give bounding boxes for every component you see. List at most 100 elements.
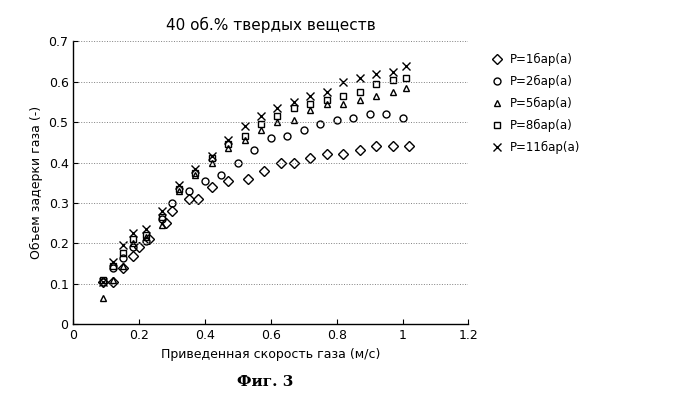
P=8бар(а) — [339, 94, 347, 98]
P=2бар(а) — [99, 279, 107, 284]
P=2бар(а) — [168, 200, 176, 205]
P=1бар(а) — [145, 237, 153, 242]
P=8бар(а) — [273, 114, 282, 118]
P=11бар(а) — [240, 124, 249, 129]
Line: P=2бар(а): P=2бар(а) — [99, 110, 406, 285]
P=5бар(а) — [389, 90, 397, 94]
P=1бар(а) — [119, 265, 127, 270]
P=1бар(а) — [161, 221, 170, 226]
P=8бар(а) — [99, 277, 107, 282]
P=11бар(а) — [273, 106, 282, 110]
Legend: P=1бар(а), P=2бар(а), P=5бар(а), P=8бар(а), P=11бар(а): P=1бар(а), P=2бар(а), P=5бар(а), P=8бар(… — [490, 53, 580, 154]
P=1бар(а) — [306, 156, 315, 161]
P=1бар(а) — [372, 144, 380, 149]
P=1бар(а) — [99, 279, 107, 284]
P=8бар(а) — [142, 233, 150, 238]
P=2бар(а) — [333, 118, 341, 123]
P=2бар(а) — [300, 128, 308, 132]
P=8бар(а) — [257, 122, 265, 127]
P=5бар(а) — [158, 223, 166, 228]
P=11бар(а) — [108, 259, 117, 264]
P=1бар(а) — [208, 184, 216, 189]
P=1бар(а) — [405, 144, 413, 149]
P=1бар(а) — [356, 148, 364, 153]
P=2бар(а) — [129, 245, 137, 250]
P=8бар(а) — [289, 106, 298, 110]
P=1бар(а) — [129, 253, 137, 258]
P=2бар(а) — [233, 160, 242, 165]
P=8бар(а) — [175, 186, 183, 191]
P=8бар(а) — [323, 97, 331, 102]
P=2бар(а) — [119, 255, 127, 260]
P=2бар(а) — [142, 239, 150, 244]
P=11бар(а) — [119, 243, 127, 248]
P=11бар(а) — [289, 99, 298, 104]
P=11бар(а) — [224, 138, 232, 143]
P=2бар(а) — [158, 217, 166, 222]
P=11бар(а) — [339, 79, 347, 84]
P=8бар(а) — [402, 75, 410, 80]
P=11бар(а) — [191, 166, 199, 171]
Text: Фиг. 3: Фиг. 3 — [238, 375, 294, 389]
P=5бар(а) — [289, 118, 298, 123]
P=5бар(а) — [129, 241, 137, 246]
Line: P=11бар(а): P=11бар(а) — [99, 61, 410, 286]
P=8бар(а) — [372, 81, 380, 86]
P=11бар(а) — [175, 182, 183, 187]
P=2бар(а) — [382, 112, 390, 116]
P=5бар(а) — [208, 160, 216, 165]
P=1бар(а) — [224, 178, 232, 183]
P=11бар(а) — [99, 279, 107, 284]
P=1бар(а) — [389, 144, 397, 149]
P=2бар(а) — [185, 189, 193, 193]
P=11бар(а) — [257, 114, 265, 118]
P=8бар(а) — [240, 134, 249, 139]
P=5бар(а) — [99, 296, 107, 300]
P=5бар(а) — [273, 120, 282, 125]
P=5бар(а) — [224, 146, 232, 151]
P=1бар(а) — [289, 160, 298, 165]
P=1бар(а) — [277, 160, 285, 165]
P=1бар(а) — [168, 209, 176, 213]
P=2бар(а) — [250, 148, 259, 153]
P=1бар(а) — [339, 152, 347, 157]
P=5бар(а) — [142, 235, 150, 240]
P=5бар(а) — [402, 85, 410, 90]
P=1бар(а) — [323, 152, 331, 157]
Line: P=8бар(а): P=8бар(а) — [99, 74, 410, 283]
P=2бар(а) — [398, 116, 407, 120]
P=8бар(а) — [208, 156, 216, 161]
P=5бар(а) — [175, 189, 183, 193]
P=8бар(а) — [158, 215, 166, 219]
P=1бар(а) — [194, 196, 203, 201]
P=1бар(а) — [135, 245, 143, 250]
P=11бар(а) — [129, 231, 137, 236]
P=2бар(а) — [201, 178, 209, 183]
P=11бар(а) — [389, 69, 397, 74]
P=2бар(а) — [108, 265, 117, 270]
P=11бар(а) — [402, 63, 410, 68]
Line: P=5бар(а): P=5бар(а) — [99, 84, 410, 301]
P=11бар(а) — [208, 154, 216, 159]
P=5бар(а) — [306, 108, 315, 112]
P=5бар(а) — [257, 128, 265, 132]
P=2бар(а) — [349, 116, 357, 120]
P=5бар(а) — [108, 277, 117, 282]
P=5бар(а) — [240, 138, 249, 143]
P=2бар(а) — [366, 112, 374, 116]
P=8бар(а) — [119, 251, 127, 256]
P=11бар(а) — [372, 71, 380, 76]
P=8бар(а) — [129, 237, 137, 242]
P=11бар(а) — [158, 209, 166, 213]
Line: P=1бар(а): P=1бар(а) — [99, 143, 412, 285]
P=11бар(а) — [356, 75, 364, 80]
P=2бар(а) — [316, 122, 324, 127]
Y-axis label: Объем задерки газа (-): Объем задерки газа (-) — [30, 106, 43, 259]
P=8бар(а) — [108, 263, 117, 268]
P=2бар(а) — [283, 134, 291, 139]
P=8бар(а) — [306, 101, 315, 106]
Title: 40 об.% твердых веществ: 40 об.% твердых веществ — [166, 17, 376, 33]
X-axis label: Приведенная скорость газа (м/с): Приведенная скорость газа (м/с) — [161, 348, 380, 361]
P=5бар(а) — [356, 97, 364, 102]
P=8бар(а) — [224, 142, 232, 147]
